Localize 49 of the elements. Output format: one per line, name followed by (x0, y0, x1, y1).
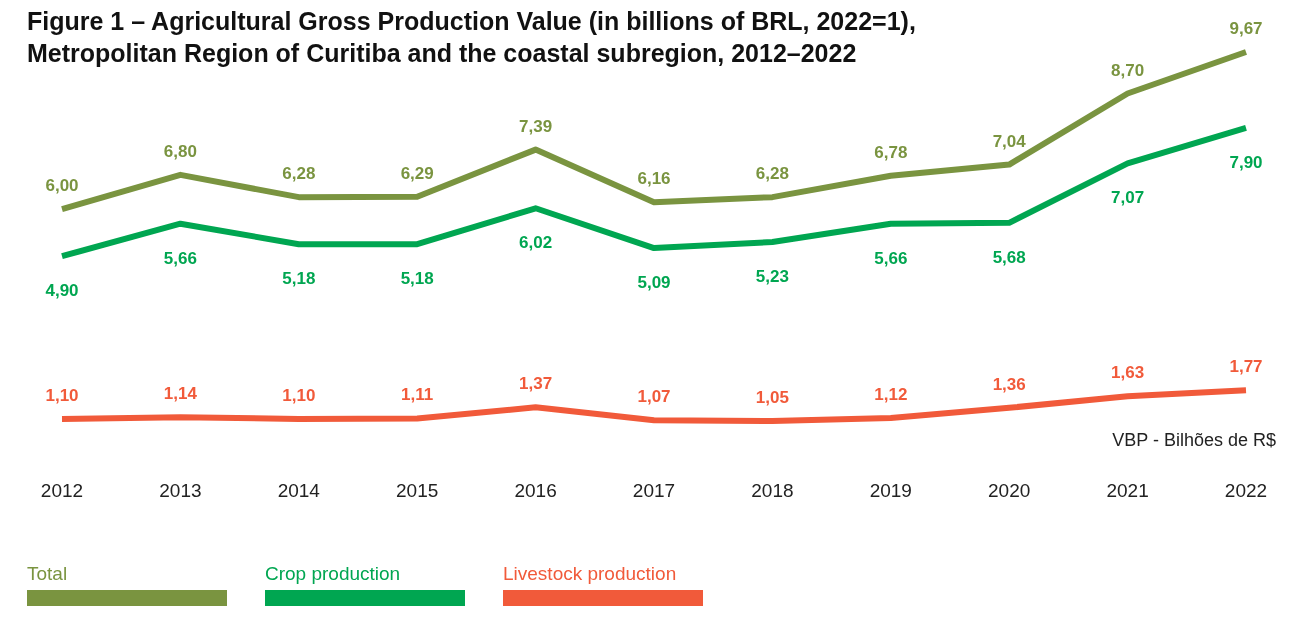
data-label: 6,02 (519, 233, 553, 253)
data-label: 1,36 (992, 374, 1026, 394)
data-label: 1,07 (637, 387, 671, 407)
data-label: 9,67 (1229, 19, 1263, 38)
text: Total (27, 563, 68, 584)
data-label: 5,09 (637, 273, 671, 293)
data-label: 5,18 (282, 269, 316, 289)
x-tick-label: 2017 (632, 480, 676, 501)
x-tick-label: 2018 (751, 480, 794, 501)
data-label: 1,12 (874, 385, 908, 405)
data-label: 5,66 (874, 248, 908, 268)
data-label: 7,04 (992, 131, 1027, 151)
text: Crop production (265, 563, 401, 584)
data-label: 7,07 (1111, 188, 1145, 208)
x-tick-label: 2013 (159, 480, 202, 501)
data-label: 6,00 (45, 176, 79, 196)
x-tick-label: 2020 (988, 480, 1031, 501)
x-tick-label: 2012 (40, 480, 84, 501)
data-label: 6,28 (282, 164, 316, 184)
x-tick-label: 2019 (869, 480, 912, 501)
data-label: 7,90 (1229, 152, 1263, 172)
data-label: 6,16 (637, 169, 671, 189)
data-label: 6,28 (755, 164, 789, 184)
data-label: 6,29 (400, 163, 434, 183)
x-tick-label: 2016 (514, 480, 557, 501)
data-label: 8,70 (1111, 60, 1145, 80)
data-label: 5,18 (400, 269, 434, 289)
chart-title: Figure 1 – Agricultural Gross Production Value (in billions of BRL, 2022=1), Metropolitan Region of Curitiba and the coastal subregion, 2012–2022 (27, 7, 916, 67)
data-label: 1,14 (163, 384, 198, 404)
data-label: 5,68 (992, 247, 1026, 267)
text: VBP - Bilhões de R$ (1112, 430, 1276, 450)
data-label: 1,10 (45, 385, 79, 405)
x-tick-label: 2022 (1224, 480, 1268, 501)
x-tick-label: 2015 (396, 480, 439, 501)
data-label: 1,63 (1111, 363, 1145, 383)
data-label: 5,23 (755, 267, 789, 287)
data-label: 5,66 (163, 248, 197, 268)
data-label: 1,05 (755, 388, 789, 408)
x-tick-label: 2021 (1106, 480, 1149, 501)
x-tick-label: 2014 (277, 480, 321, 501)
data-label: 6,78 (874, 142, 908, 162)
data-label: 6,80 (163, 141, 197, 161)
data-label: 1,11 (401, 385, 434, 405)
data-label: 1,77 (1229, 357, 1263, 377)
data-label: 7,39 (519, 116, 553, 136)
data-label: 1,10 (282, 385, 316, 405)
data-label: 4,90 (45, 281, 79, 301)
data-label: 1,37 (519, 374, 553, 394)
text: Livestock production (503, 563, 677, 584)
